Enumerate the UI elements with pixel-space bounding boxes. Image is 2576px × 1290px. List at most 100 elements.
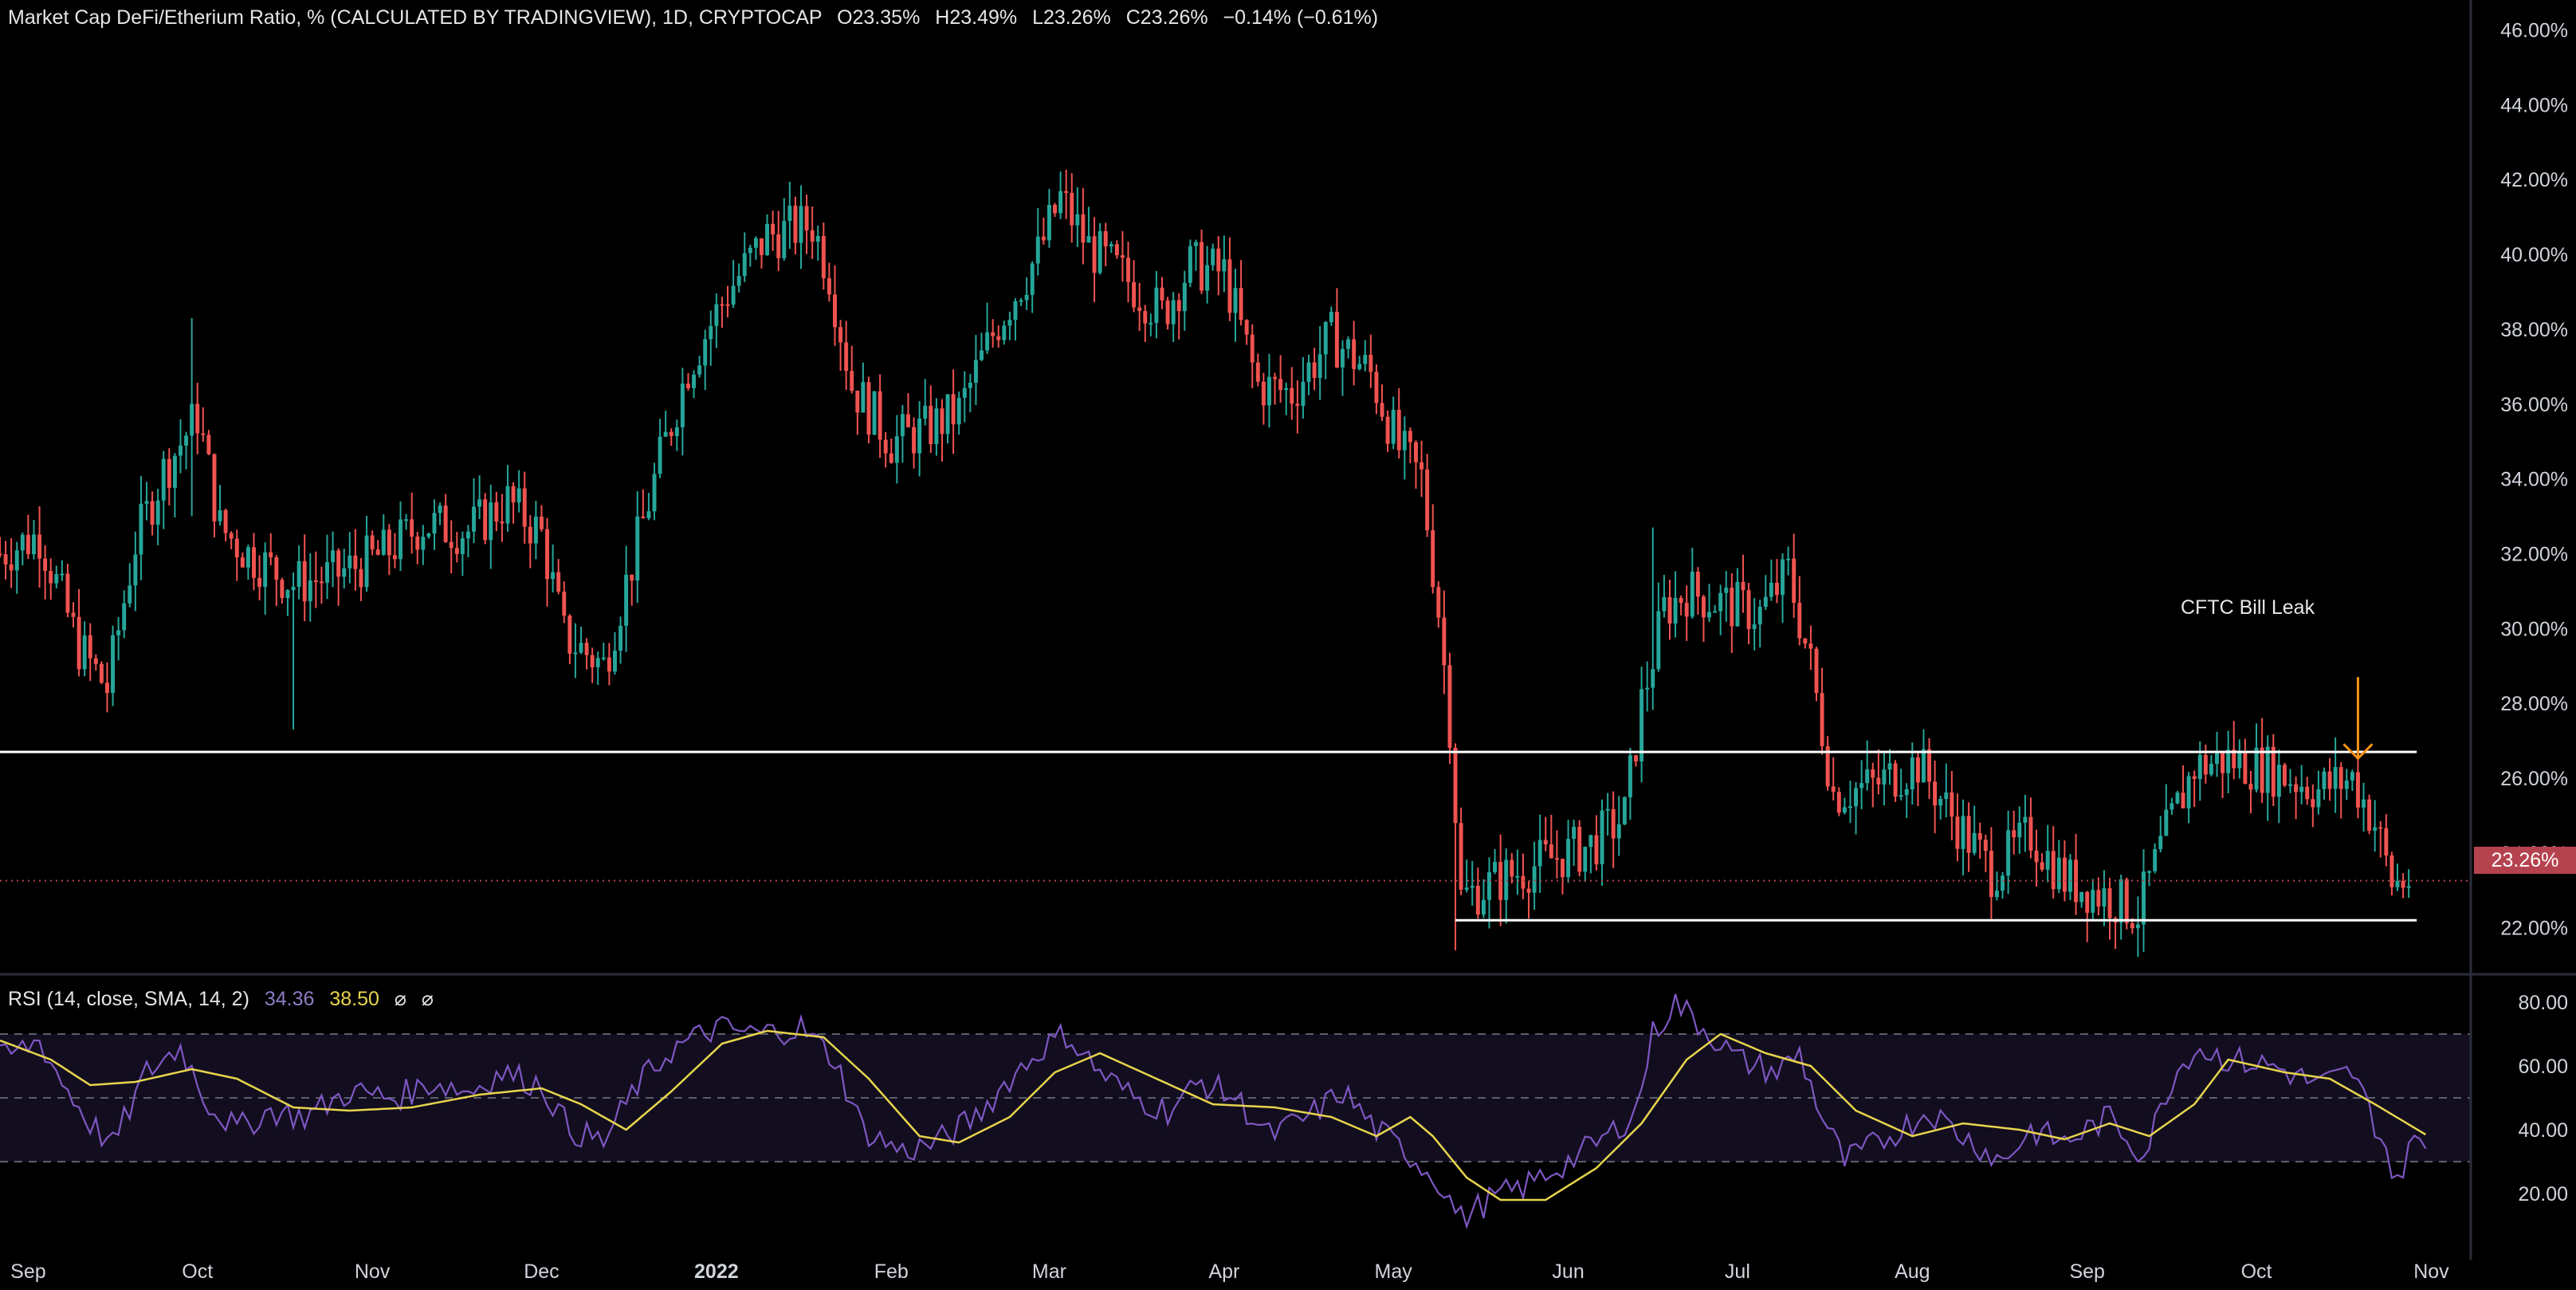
candle-body bbox=[731, 285, 736, 305]
candle-body bbox=[319, 581, 324, 584]
candle-body bbox=[1290, 387, 1294, 404]
candle-body bbox=[325, 562, 329, 583]
candle-body bbox=[14, 550, 19, 571]
candle-body bbox=[2119, 879, 2123, 923]
candle-body bbox=[934, 408, 939, 445]
candle-body bbox=[973, 360, 978, 383]
candle-body bbox=[1143, 311, 1148, 324]
candle-body bbox=[1836, 792, 1841, 813]
candle-body bbox=[793, 205, 798, 243]
candle-body bbox=[2406, 886, 2411, 888]
time-tick-label: 2022 bbox=[694, 1261, 739, 1283]
candle-body bbox=[2062, 857, 2067, 892]
candle-body bbox=[285, 590, 290, 599]
price-tick-label: 28.00% bbox=[2500, 693, 2568, 715]
candle-body bbox=[2311, 799, 2315, 808]
candle-body bbox=[630, 574, 634, 581]
price-tick-label: 44.00% bbox=[2500, 94, 2568, 116]
candle-body bbox=[1950, 792, 1954, 817]
candle-body bbox=[2237, 752, 2242, 769]
candle-body bbox=[736, 276, 741, 286]
time-tick-label: Nov bbox=[2413, 1261, 2449, 1283]
candle-body bbox=[348, 555, 352, 568]
candle-body bbox=[652, 474, 657, 512]
candle-body bbox=[1064, 191, 1069, 193]
candle-body bbox=[1075, 214, 1080, 226]
rsi-tick-label: 40.00 bbox=[2518, 1119, 2568, 1142]
candle-body bbox=[229, 533, 234, 539]
candle-body bbox=[1808, 643, 1813, 649]
candle-body bbox=[1876, 777, 1881, 785]
candle-body bbox=[912, 427, 917, 454]
candle-body bbox=[2327, 771, 2332, 789]
candle-body bbox=[579, 643, 583, 653]
candle-body bbox=[1323, 322, 1328, 355]
candle-body bbox=[1363, 354, 1368, 364]
ohlc-close: C23.26% bbox=[1125, 6, 1208, 29]
candle-body bbox=[709, 325, 713, 340]
candle-body bbox=[1510, 859, 1514, 877]
candle-body bbox=[2068, 859, 2072, 892]
candle-body bbox=[1572, 827, 1577, 840]
candle-body bbox=[1176, 300, 1181, 312]
candle-body bbox=[883, 439, 888, 454]
candle-body bbox=[929, 405, 933, 445]
candle-body bbox=[2096, 890, 2101, 907]
candle-body bbox=[2192, 776, 2197, 780]
candle-body bbox=[1735, 581, 1740, 627]
candle-body bbox=[968, 382, 972, 388]
candle-body bbox=[2367, 799, 2372, 831]
candle-body bbox=[1408, 431, 1412, 442]
candle-body bbox=[31, 534, 36, 555]
candle-body bbox=[2079, 891, 2084, 903]
candle-body bbox=[122, 603, 127, 631]
candle-body bbox=[494, 502, 499, 522]
candle-body bbox=[1515, 875, 1520, 878]
candle-body bbox=[111, 635, 116, 694]
candle-body bbox=[584, 643, 589, 655]
candle-body bbox=[128, 585, 132, 604]
candle-body bbox=[1081, 214, 1086, 243]
candle-body bbox=[2338, 767, 2343, 789]
candle-body bbox=[364, 535, 369, 588]
candle-body bbox=[150, 501, 155, 525]
candle-body bbox=[308, 580, 312, 602]
candle-body bbox=[1007, 320, 1012, 326]
candle-body bbox=[1673, 597, 1678, 624]
ohlc-open: O23.35% bbox=[837, 6, 921, 29]
candle-body bbox=[1459, 823, 1463, 890]
rsi-extra-2: ⌀ bbox=[421, 988, 434, 1010]
candle-body bbox=[680, 383, 685, 427]
candle-body bbox=[799, 206, 803, 243]
candle-body bbox=[2254, 747, 2259, 790]
candle-body bbox=[1380, 403, 1384, 417]
candle-body bbox=[562, 592, 567, 616]
candle-body bbox=[387, 529, 391, 556]
candle-body bbox=[1024, 294, 1029, 301]
candle-body bbox=[2401, 880, 2405, 888]
candle-body bbox=[54, 574, 59, 584]
candle-body bbox=[489, 502, 493, 541]
candle-body bbox=[1329, 312, 1333, 323]
candle-body bbox=[302, 560, 307, 602]
price-tick-label: 22.00% bbox=[2500, 918, 2568, 940]
candle-body bbox=[1420, 462, 1424, 470]
candle-body bbox=[2299, 786, 2304, 792]
rsi-line bbox=[0, 993, 2427, 1230]
candle-body bbox=[516, 488, 521, 503]
candle-body bbox=[658, 436, 662, 474]
candle-body bbox=[2012, 830, 2016, 838]
candle-body bbox=[234, 538, 239, 558]
candle-body bbox=[1605, 808, 1610, 811]
candle-body bbox=[545, 529, 550, 580]
candle-body bbox=[567, 616, 572, 654]
rsi-header: RSI (14, close, SMA, 14, 2) 34.36 38.50 … bbox=[8, 987, 434, 1011]
annotation-arrowhead bbox=[2342, 743, 2374, 761]
candle-body bbox=[1679, 597, 1683, 604]
candle-body bbox=[1070, 192, 1074, 226]
rsi-sma-line bbox=[0, 1029, 2427, 1202]
candle-body bbox=[1622, 796, 1627, 824]
time-tick-label: Oct bbox=[2241, 1261, 2272, 1283]
candle-body bbox=[240, 557, 245, 568]
